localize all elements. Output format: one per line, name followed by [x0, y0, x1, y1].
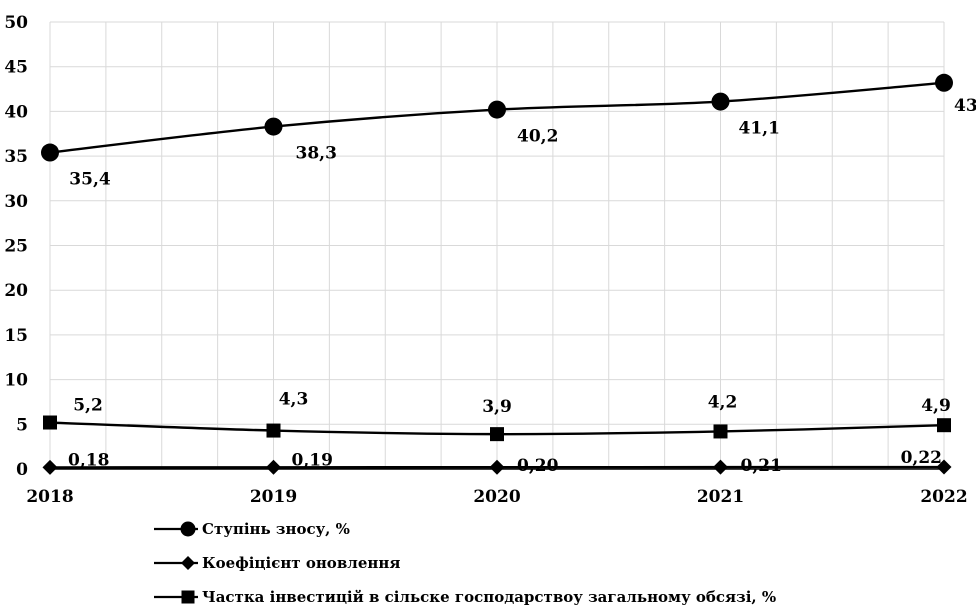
data-point-circle [264, 117, 283, 136]
legend-label-investment: Частка інвестицій в сільске господарство… [202, 588, 777, 606]
data-point-square [43, 415, 57, 430]
data-point-square [490, 427, 504, 442]
data-point-circle [41, 143, 59, 162]
legend-label-renewal: Коефіцієнт оновлення [202, 554, 401, 572]
data-label: 0,18 [68, 450, 109, 470]
y-tick-label: 50 [4, 13, 28, 33]
y-tick-label: 10 [4, 371, 28, 391]
data-point-diamond [266, 459, 281, 475]
data-label: 35,4 [69, 170, 111, 190]
data-point-circle [711, 92, 730, 111]
data-point-diamond [489, 459, 505, 475]
y-tick-label: 5 [16, 415, 28, 435]
legend-item-wear: Ступінь зносу, % [152, 512, 776, 546]
y-tick-label: 35 [4, 147, 28, 167]
y-tick-label: 40 [4, 102, 28, 122]
axes: 0 5 10 15 20 25 30 35 40 45 50 2018 2019 2020 2021 2022 [4, 13, 967, 507]
data-point-square [266, 423, 281, 438]
legend-item-investment: Частка інвестицій в сільске господарство… [152, 580, 776, 614]
y-tick-label: 45 [4, 58, 28, 78]
legend-square-marker-icon [154, 590, 198, 604]
chart-legend: Ступінь зносу, % Коефіцієнт оновлення Ча… [152, 512, 776, 614]
data-point-square [713, 424, 728, 439]
data-labels: 35,4 38,3 40,2 41,1 43,2 0,18 0,19 0,20 0,21 0,22… [68, 96, 976, 476]
data-point-circle [935, 73, 953, 92]
y-tick-label: 0 [16, 460, 28, 480]
series-group [41, 73, 953, 475]
x-tick-label: 2019 [250, 487, 297, 507]
x-tick-label: 2022 [920, 487, 967, 507]
data-label: 0,21 [741, 456, 782, 476]
data-label: 4,2 [708, 392, 738, 412]
data-point-diamond [713, 459, 728, 475]
y-tick-label: 20 [4, 281, 28, 301]
data-label: 41,1 [739, 119, 780, 139]
data-point-diamond [42, 459, 58, 475]
data-label: 4,9 [921, 396, 951, 416]
y-tick-label: 30 [4, 192, 28, 212]
data-label: 0,20 [517, 456, 559, 476]
data-label: 43,2 [954, 96, 976, 116]
y-tick-label: 15 [4, 326, 28, 346]
legend-item-renewal: Коефіцієнт оновлення [152, 546, 776, 580]
data-label: 40,2 [517, 127, 558, 147]
legend-circle-marker-icon [154, 521, 198, 537]
grid-lines [49, 21, 945, 469]
data-label: 0,22 [901, 448, 942, 468]
line-chart: 0 5 10 15 20 25 30 35 40 45 50 2018 2019 2020 2021 2022… [4, 13, 976, 507]
data-label: 4,3 [279, 390, 309, 410]
data-label: 38,3 [296, 144, 337, 164]
x-tick-label: 2020 [473, 487, 520, 507]
y-tick-label: 25 [4, 237, 28, 257]
data-label: 0,19 [292, 450, 333, 470]
data-label: 5,2 [73, 396, 103, 416]
x-tick-label: 2018 [26, 487, 73, 507]
data-point-circle [488, 100, 506, 119]
data-point-diamond [936, 459, 952, 475]
data-point-square [937, 418, 951, 433]
legend-diamond-marker-icon [154, 556, 198, 570]
data-label: 3,9 [482, 397, 512, 417]
x-tick-label: 2021 [697, 487, 744, 507]
legend-label-wear: Ступінь зносу, % [202, 520, 350, 538]
